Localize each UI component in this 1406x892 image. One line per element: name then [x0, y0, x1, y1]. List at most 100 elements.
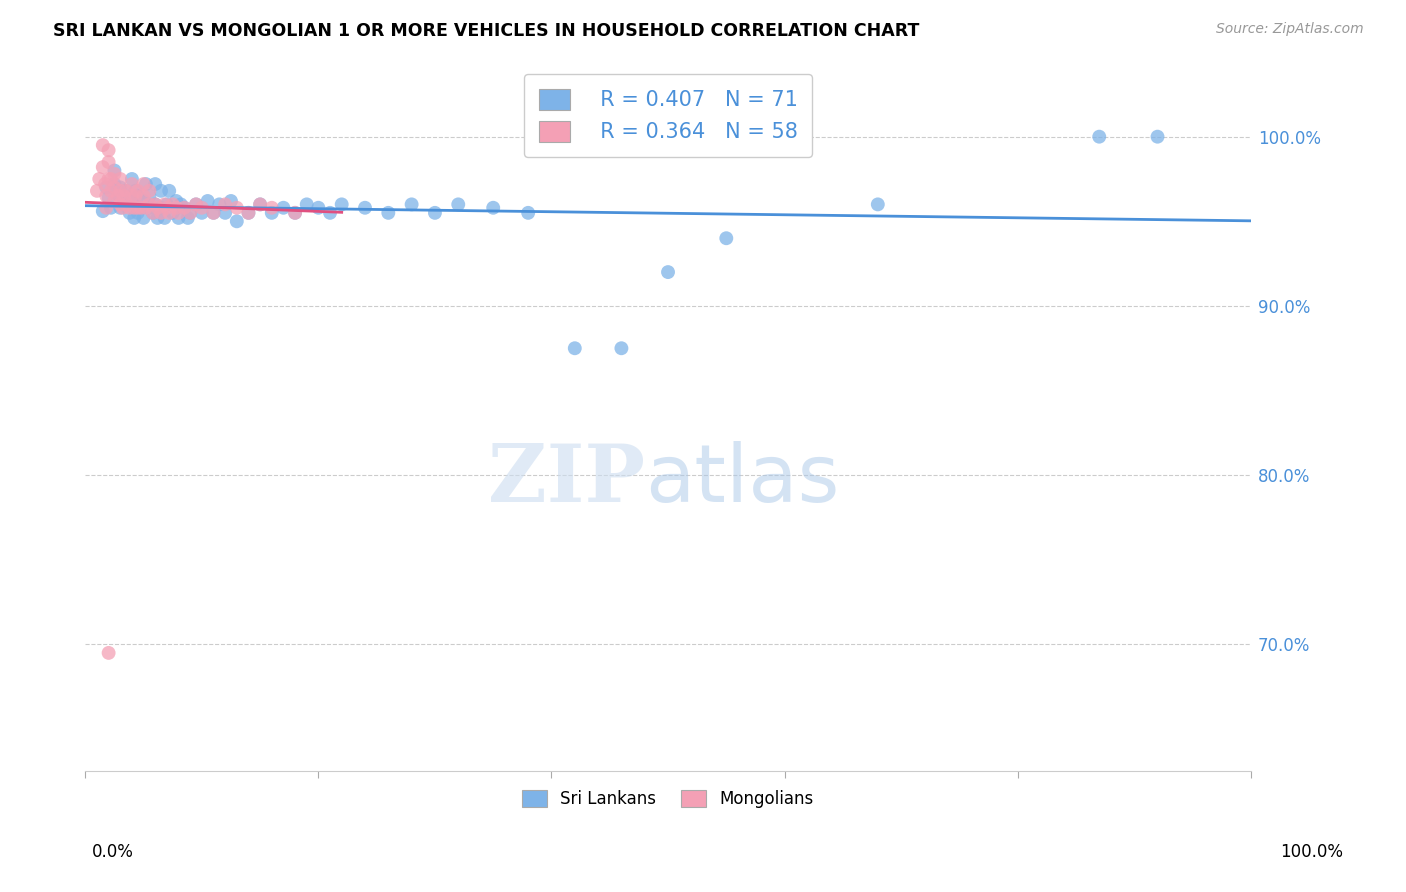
Point	[377, 206, 399, 220]
Point	[156, 201, 179, 215]
Point	[122, 211, 145, 225]
Point	[97, 172, 120, 186]
Point	[517, 206, 540, 220]
Point	[208, 197, 231, 211]
Point	[107, 189, 129, 203]
Point	[100, 172, 122, 186]
Point	[121, 194, 143, 208]
Point	[202, 206, 225, 220]
Point	[153, 197, 176, 211]
Point	[129, 201, 152, 215]
Point	[423, 206, 446, 220]
Point	[284, 206, 307, 220]
Point	[121, 189, 143, 203]
Point	[138, 197, 160, 211]
Point	[401, 197, 423, 211]
Text: 0.0%: 0.0%	[91, 843, 134, 861]
Text: atlas: atlas	[645, 441, 839, 519]
Text: 100.0%: 100.0%	[1279, 843, 1343, 861]
Point	[284, 206, 307, 220]
Point	[138, 189, 160, 203]
Point	[121, 177, 143, 191]
Point	[177, 211, 200, 225]
Point	[150, 206, 173, 220]
Point	[111, 201, 134, 215]
Point	[184, 197, 207, 211]
Point	[564, 341, 586, 355]
Point	[129, 201, 152, 215]
Point	[107, 187, 129, 202]
Point	[170, 197, 193, 211]
Point	[1146, 129, 1168, 144]
Point	[146, 201, 169, 215]
Point	[115, 184, 138, 198]
Point	[156, 197, 179, 211]
Point	[142, 206, 165, 220]
Point	[610, 341, 633, 355]
Point	[118, 201, 141, 215]
Point	[165, 201, 187, 215]
Point	[482, 201, 505, 215]
Point	[91, 138, 114, 153]
Point	[97, 155, 120, 169]
Point	[127, 206, 149, 220]
Point	[150, 184, 173, 198]
Point	[110, 172, 132, 186]
Point	[112, 189, 135, 203]
Point	[249, 197, 271, 211]
Legend: Sri Lankans, Mongolians: Sri Lankans, Mongolians	[516, 783, 821, 815]
Point	[91, 160, 114, 174]
Point	[173, 201, 195, 215]
Point	[110, 201, 132, 215]
Point	[214, 197, 236, 211]
Point	[167, 206, 190, 220]
Point	[124, 189, 146, 203]
Point	[132, 194, 155, 208]
Point	[112, 197, 135, 211]
Point	[354, 201, 377, 215]
Point	[447, 197, 470, 211]
Point	[157, 206, 180, 220]
Point	[225, 201, 247, 215]
Point	[162, 197, 184, 211]
Point	[100, 201, 122, 215]
Point	[132, 177, 155, 191]
Point	[153, 211, 176, 225]
Point	[866, 197, 889, 211]
Point	[191, 201, 214, 215]
Point	[295, 197, 318, 211]
Point	[110, 180, 132, 194]
Point	[143, 197, 166, 211]
Point	[1088, 129, 1111, 144]
Point	[167, 211, 190, 225]
Point	[179, 206, 201, 220]
Point	[225, 214, 247, 228]
Text: ZIP: ZIP	[488, 441, 645, 519]
Point	[138, 184, 160, 198]
Point	[273, 201, 295, 215]
Point	[100, 184, 122, 198]
Point	[103, 167, 125, 181]
Point	[191, 206, 214, 220]
Point	[143, 177, 166, 191]
Point	[238, 206, 260, 220]
Point	[165, 194, 187, 208]
Point	[86, 184, 108, 198]
Point	[214, 206, 236, 220]
Point	[135, 177, 157, 191]
Point	[97, 191, 120, 205]
Point	[249, 197, 271, 211]
Point	[219, 194, 242, 208]
Point	[103, 163, 125, 178]
Text: SRI LANKAN VS MONGOLIAN 1 OR MORE VEHICLES IN HOUSEHOLD CORRELATION CHART: SRI LANKAN VS MONGOLIAN 1 OR MORE VEHICL…	[53, 22, 920, 40]
Point	[716, 231, 738, 245]
Point	[96, 189, 118, 203]
Point	[96, 201, 118, 215]
Point	[110, 184, 132, 198]
Point	[127, 184, 149, 198]
Point	[115, 197, 138, 211]
Point	[135, 201, 157, 215]
Point	[89, 172, 111, 186]
Point	[143, 197, 166, 211]
Point	[138, 201, 160, 215]
